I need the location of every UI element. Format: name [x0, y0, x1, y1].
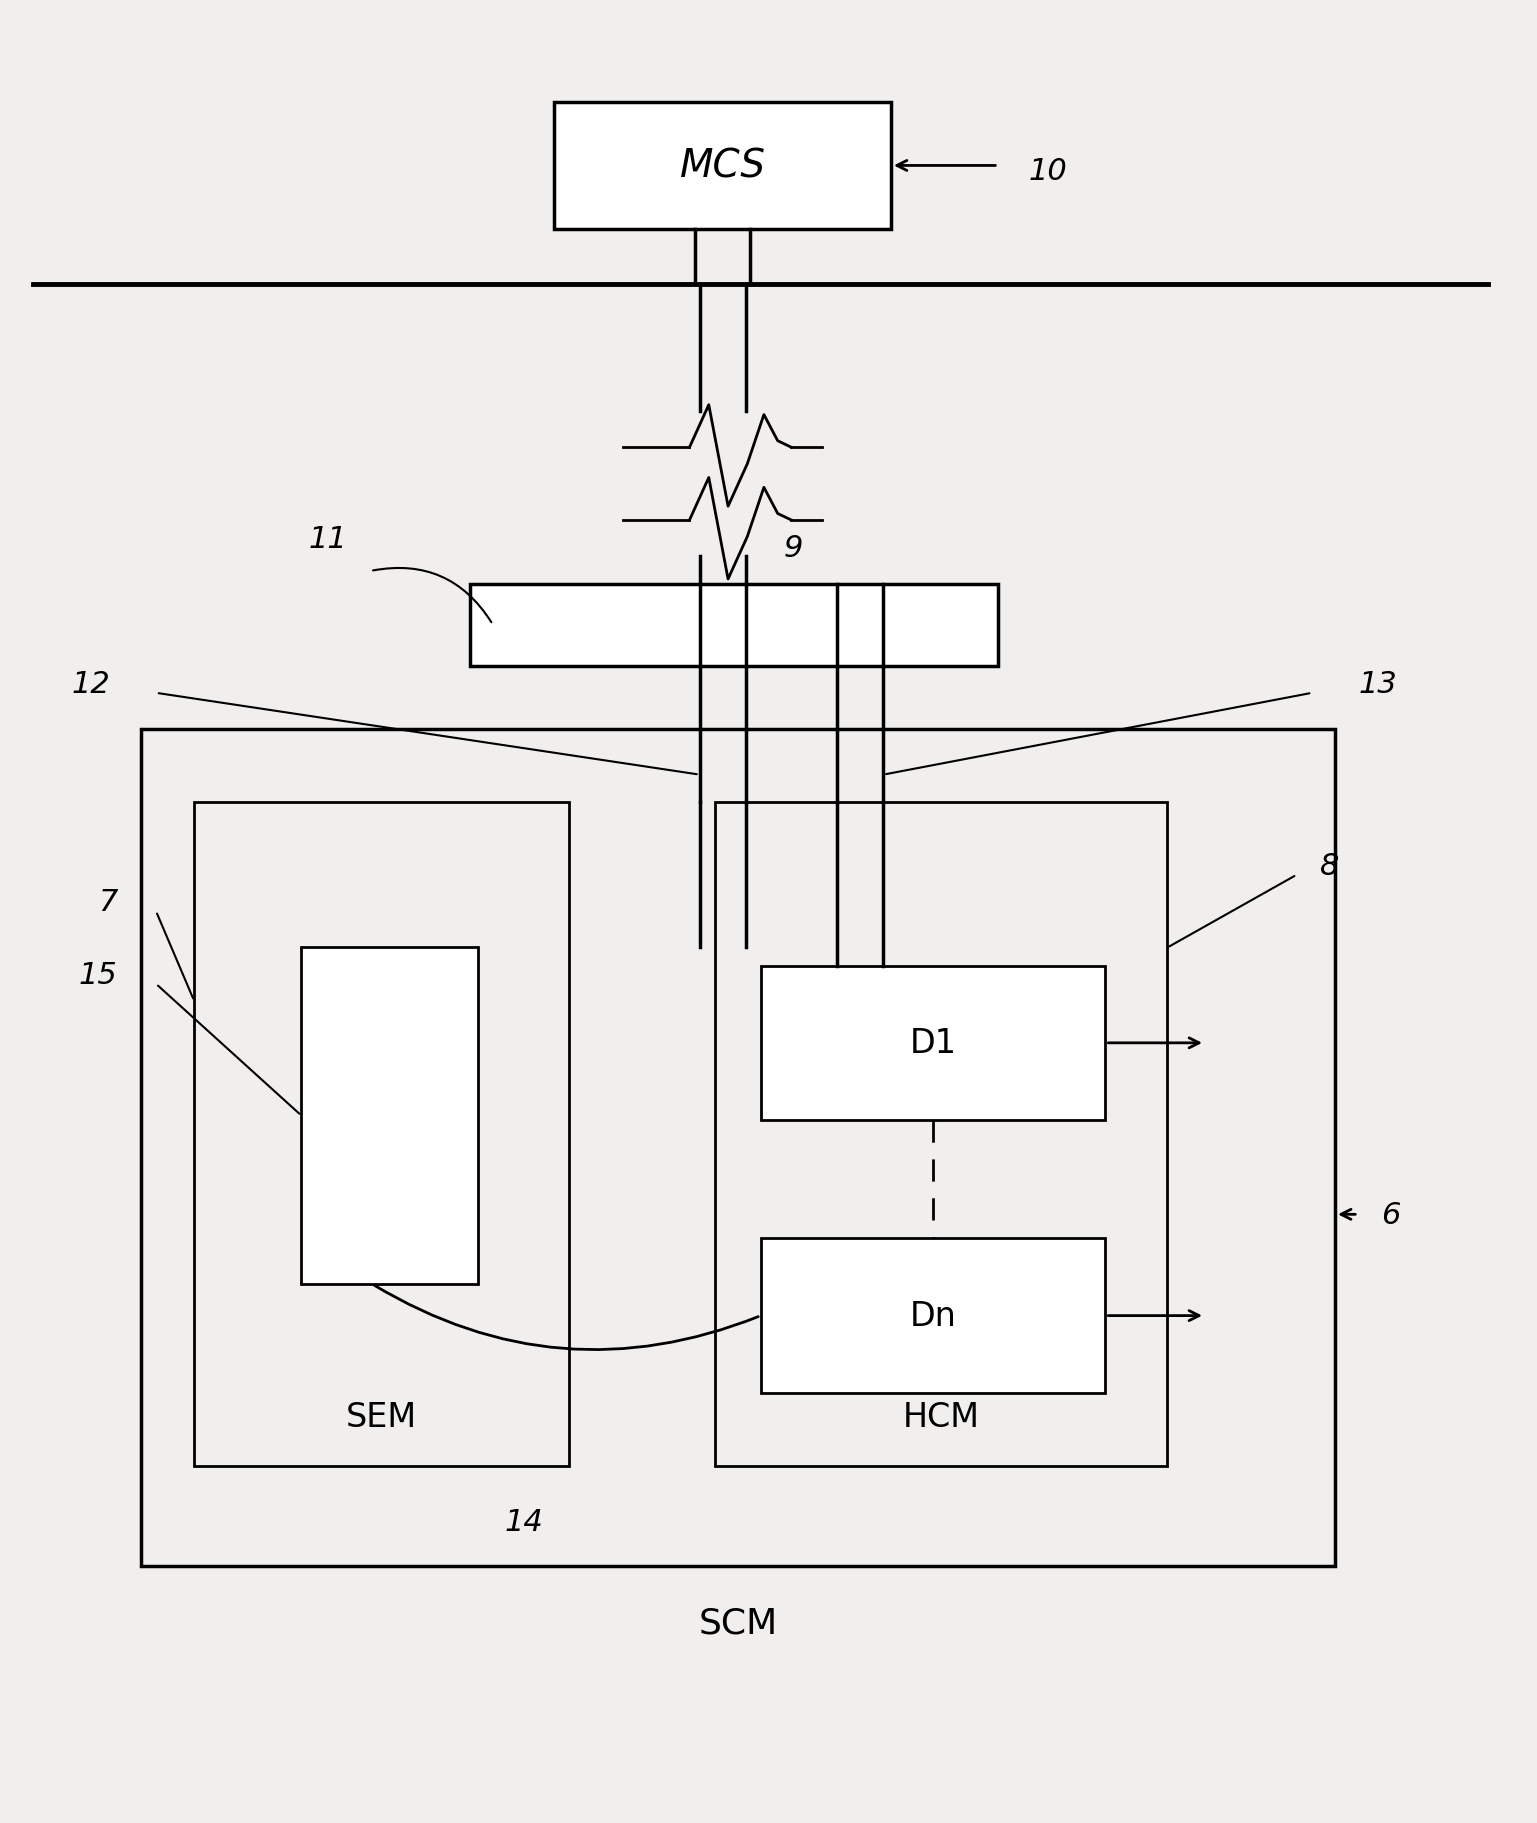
- Text: HCM: HCM: [902, 1400, 979, 1433]
- FancyBboxPatch shape: [555, 102, 891, 230]
- Text: 11: 11: [309, 525, 347, 554]
- Text: 9: 9: [784, 534, 804, 563]
- Text: 14: 14: [504, 1508, 543, 1537]
- Text: 6: 6: [1382, 1200, 1400, 1229]
- Text: 13: 13: [1359, 669, 1397, 698]
- Text: Dn: Dn: [910, 1300, 956, 1333]
- FancyBboxPatch shape: [761, 1238, 1105, 1393]
- Text: 12: 12: [71, 669, 111, 698]
- Text: SEM: SEM: [346, 1400, 418, 1433]
- Text: 15: 15: [78, 961, 118, 990]
- Text: SCM: SCM: [698, 1606, 778, 1639]
- Text: D1: D1: [910, 1026, 956, 1059]
- Text: MCS: MCS: [679, 148, 765, 186]
- FancyBboxPatch shape: [761, 966, 1105, 1121]
- Text: 7: 7: [98, 888, 118, 917]
- Text: 8: 8: [1320, 851, 1339, 881]
- Text: 10: 10: [1028, 157, 1068, 186]
- FancyBboxPatch shape: [301, 948, 478, 1283]
- FancyBboxPatch shape: [470, 585, 998, 665]
